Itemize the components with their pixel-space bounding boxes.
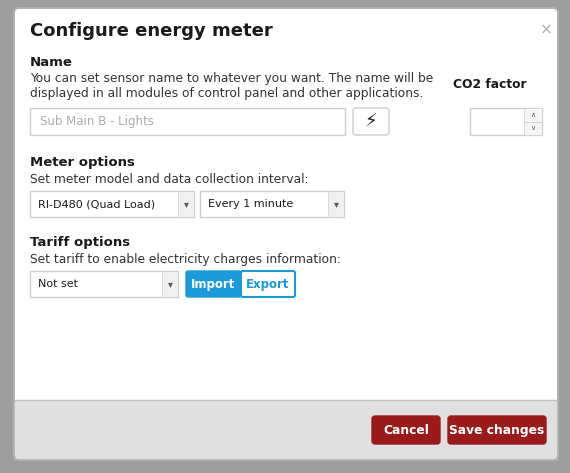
FancyBboxPatch shape bbox=[186, 271, 241, 297]
Text: Save changes: Save changes bbox=[449, 423, 544, 437]
Text: Configure energy meter: Configure energy meter bbox=[30, 22, 273, 40]
Bar bbox=[328, 191, 344, 217]
Bar bbox=[14, 400, 558, 460]
FancyBboxPatch shape bbox=[372, 416, 440, 444]
Text: Export: Export bbox=[246, 278, 290, 290]
Text: Import: Import bbox=[192, 278, 235, 290]
Text: Tariff options: Tariff options bbox=[30, 236, 130, 249]
Text: RI-D480 (Quad Load): RI-D480 (Quad Load) bbox=[38, 199, 155, 209]
Text: Not set: Not set bbox=[38, 279, 78, 289]
Text: ∧: ∧ bbox=[531, 112, 536, 118]
Text: Set meter model and data collection interval:: Set meter model and data collection inte… bbox=[30, 173, 308, 186]
Text: Every 1 minute: Every 1 minute bbox=[208, 199, 293, 209]
Bar bbox=[200, 191, 344, 217]
Bar bbox=[470, 108, 542, 135]
Text: ▾: ▾ bbox=[168, 279, 173, 289]
FancyBboxPatch shape bbox=[14, 8, 558, 460]
Text: displayed in all modules of control panel and other applications.: displayed in all modules of control pane… bbox=[30, 87, 424, 100]
Text: ▾: ▾ bbox=[184, 199, 189, 209]
Bar bbox=[30, 191, 194, 217]
Bar bbox=[524, 122, 542, 135]
FancyBboxPatch shape bbox=[353, 108, 389, 135]
Text: ▾: ▾ bbox=[333, 199, 339, 209]
Text: You can set sensor name to whatever you want. The name will be: You can set sensor name to whatever you … bbox=[30, 72, 433, 85]
Text: Meter options: Meter options bbox=[30, 156, 135, 169]
Text: Cancel: Cancel bbox=[383, 423, 429, 437]
Text: ⚡: ⚡ bbox=[365, 113, 377, 131]
Text: ∨: ∨ bbox=[531, 125, 536, 131]
Text: Name: Name bbox=[30, 56, 73, 69]
Bar bbox=[524, 108, 542, 122]
Bar bbox=[178, 191, 194, 217]
Text: Sub Main B - Lights: Sub Main B - Lights bbox=[40, 115, 154, 128]
Bar bbox=[162, 271, 178, 297]
Bar bbox=[30, 108, 345, 135]
Text: ×: × bbox=[540, 22, 552, 37]
Text: CO2 factor: CO2 factor bbox=[453, 78, 527, 91]
Text: Set tariff to enable electricity charges information:: Set tariff to enable electricity charges… bbox=[30, 253, 341, 266]
FancyBboxPatch shape bbox=[241, 271, 295, 297]
Bar bbox=[30, 271, 178, 297]
FancyBboxPatch shape bbox=[448, 416, 546, 444]
